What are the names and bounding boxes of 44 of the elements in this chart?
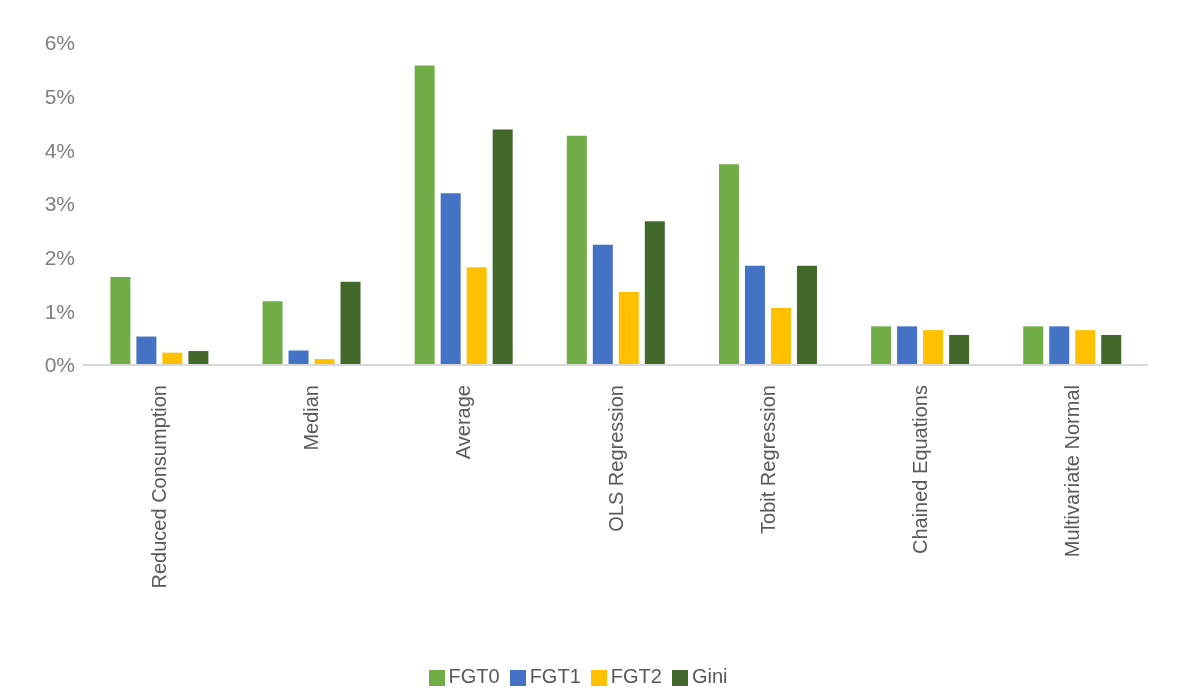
legend-label: FGT2 [610,665,662,687]
bar [718,164,739,365]
bar [414,65,435,365]
y-tick-label: 0% [44,353,75,377]
bar [897,326,918,365]
x-tick-label: Average [452,385,475,460]
x-tick-label: Median [300,385,323,451]
bar [492,129,513,365]
bar [796,265,817,365]
x-tick-label: Reduced Consumption [148,385,171,589]
x-tick-label: Multivariate Normal [1060,385,1083,558]
x-tick-label: Tobit Regression [756,385,779,534]
bar [770,308,791,365]
bar [744,265,765,365]
x-tick-label: OLS Regression [604,385,627,532]
bar [592,244,613,365]
bar [340,281,361,365]
bar [871,326,892,365]
bar [1023,326,1044,365]
y-tick-label: 2% [44,246,75,270]
y-tick-label: 3% [44,192,75,216]
bar [188,351,209,365]
bar [1049,326,1070,365]
legend-label: Gini [691,665,728,687]
bar [262,301,283,365]
bar [136,336,157,365]
bar [644,221,665,365]
bar [1101,334,1122,365]
y-tick-label: 6% [44,31,75,55]
legend-label: FGT1 [529,665,581,687]
bar [1075,330,1096,365]
x-tick-label: Chained Equations [908,385,931,555]
y-tick-label: 4% [44,138,75,162]
legend-label: FGT0 [448,665,500,687]
y-tick-label: 5% [44,85,75,109]
bar [288,350,309,365]
bar [923,330,944,365]
y-tick-label: 1% [44,299,75,323]
bar [466,267,487,365]
bar [618,292,639,365]
bar [949,334,970,365]
bar [566,135,587,365]
bar [440,193,461,365]
bar [110,276,131,365]
